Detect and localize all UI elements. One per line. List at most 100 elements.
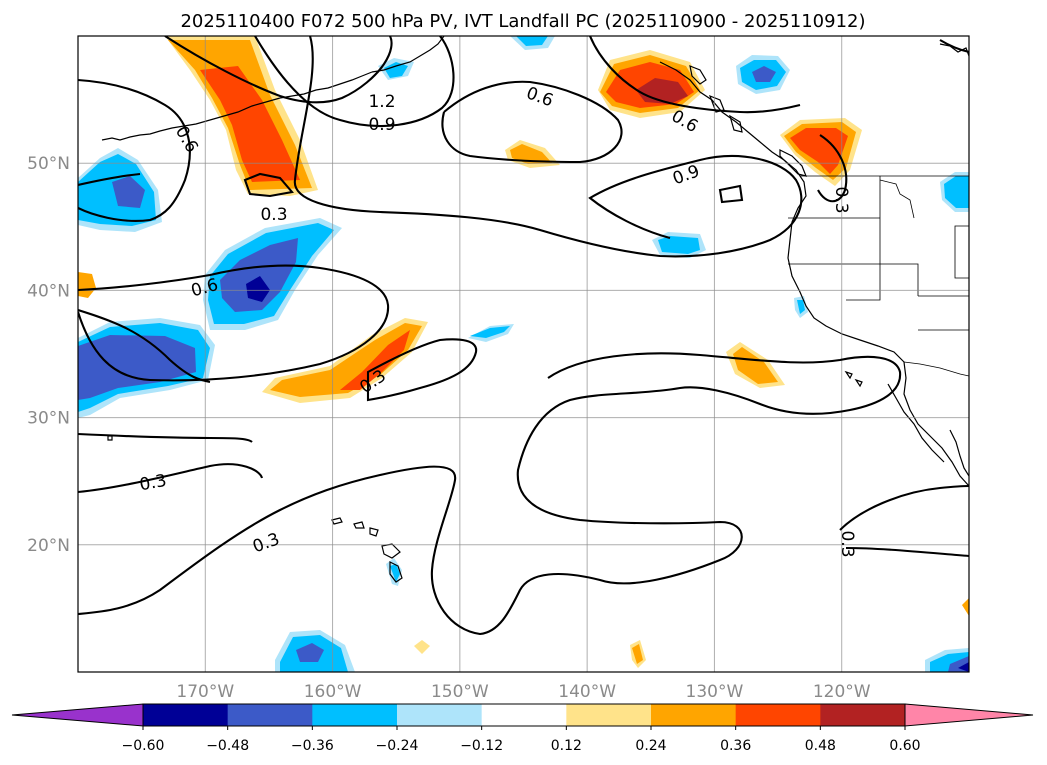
pv-negative-area [112, 176, 145, 208]
pv-negative-area [246, 276, 270, 302]
colorbar-tick-label: −0.12 [460, 738, 503, 754]
colorbar-tick-label: 0.60 [889, 738, 920, 754]
contour-line [78, 432, 253, 443]
pv-negative-area [296, 643, 324, 662]
colorbar-tick-label: 0.36 [720, 738, 751, 754]
colorbar-segment [566, 704, 652, 726]
colorbar-over-arrow [904, 703, 1034, 727]
contour-line [78, 308, 211, 384]
us-mexico-border [903, 361, 969, 377]
state-borders [788, 176, 969, 331]
colorbar-segment [312, 704, 398, 726]
longitude-tick-label: 170°W [176, 682, 234, 702]
contour-line [589, 36, 801, 114]
north-america-coastline [659, 61, 969, 487]
latitude-tick-label: 40°N [27, 281, 70, 301]
political-borders [788, 175, 969, 377]
pv-positive-area [632, 644, 643, 664]
pv-contours [78, 36, 969, 636]
contour-label: 0.3 [837, 530, 857, 557]
gulf-of-california-coast [949, 429, 969, 477]
pv-negative-area [390, 564, 400, 582]
colorbar-segment [481, 704, 567, 726]
pv-positive-area [340, 330, 410, 390]
vancouver-island [779, 149, 807, 177]
contour-line [164, 36, 393, 104]
pv-positive-area [733, 347, 778, 384]
alaska-peninsula [371, 36, 445, 73]
contour-line [78, 172, 141, 187]
contour-label: 1.2 [368, 92, 395, 112]
pv-positive-area [962, 598, 969, 616]
hawaiian-islands [331, 517, 403, 583]
map-panel: 1.2 0.9 0.6 0.6 0.9 0.6 0.3 0.3 0.3 0.3 … [77, 35, 970, 673]
colorbar-tick-label: 0.48 [805, 738, 836, 754]
contour-label: 0.3 [138, 471, 168, 495]
contour-line [78, 264, 390, 382]
pv-positive-area [790, 128, 848, 174]
contour-line [293, 36, 803, 258]
contour-label: 0.9 [368, 115, 395, 135]
pv-negative-area [944, 176, 969, 208]
longitude-tick-label: 160°W [304, 682, 362, 702]
aleutian-islands [101, 71, 373, 141]
colorbar-tick-label: 0.12 [551, 738, 582, 754]
contour-label: 0.3 [831, 186, 851, 213]
colorbar-tick-label: −0.24 [376, 738, 419, 754]
pv-positive-area [200, 66, 300, 182]
pv-negative-area [797, 300, 805, 314]
colorbar-tick-label: −0.60 [122, 738, 165, 754]
colorbar-segment [227, 704, 313, 726]
contour-line [243, 172, 294, 198]
pv-negative-area [78, 335, 196, 400]
pv-negative-area [658, 236, 700, 254]
pv-positive-area [78, 272, 96, 298]
contour-line [939, 39, 969, 54]
colorbar-segment [820, 704, 906, 726]
contour-line [254, 36, 455, 128]
longitude-tick-label: 150°W [431, 682, 489, 702]
colorbar-tick-label: −0.36 [291, 738, 334, 754]
colorbar-segment [397, 704, 483, 726]
longitude-labels: 170°W 160°W 150°W 140°W 130°W 120°W [176, 682, 870, 702]
pv-negative-area [752, 66, 776, 82]
latitude-tick-label: 20°N [27, 536, 70, 556]
contour-label: 0.3 [260, 205, 287, 225]
contour-line [839, 484, 969, 531]
map-frame [77, 35, 970, 673]
pv-negative-area [220, 238, 298, 312]
contour-line [78, 463, 264, 494]
longitude-tick-label: 120°W [813, 682, 871, 702]
gridlines [78, 36, 969, 672]
colorbar-segment [143, 704, 229, 726]
colorbar: −0.60 −0.48 −0.36 −0.24 −0.12 0.12 0.24 0.36 0.4… [11, 703, 1034, 754]
pv-negative-area [470, 326, 510, 338]
california-islands [844, 370, 863, 388]
contour-line [441, 80, 623, 164]
pv-positive-area [270, 323, 422, 397]
colorbar-segment [651, 704, 737, 726]
contour-line [78, 352, 902, 636]
longitude-tick-label: 130°W [686, 682, 744, 702]
contour-line [817, 134, 848, 203]
colorbar-tick-label: 0.24 [635, 738, 666, 754]
baja-coastline [887, 383, 945, 463]
contour-line [366, 338, 478, 402]
contour-line [718, 184, 744, 204]
contour-line [78, 78, 191, 222]
pv-negative-area [384, 62, 408, 78]
contour-line [845, 546, 969, 558]
coastlines [101, 36, 969, 583]
colorbar-tick-label: −0.48 [206, 738, 249, 754]
colorbar-segment [735, 704, 821, 726]
pv-negative-area [516, 36, 548, 46]
pv-positive-area [414, 640, 430, 654]
map-title: 2025110400 F072 500 hPa PV, IVT Landfall… [180, 11, 865, 32]
colorbar-frame [142, 703, 906, 727]
longitude-tick-label: 140°W [558, 682, 616, 702]
latitude-tick-label: 30°N [27, 409, 70, 429]
pv-negative-area [958, 662, 969, 672]
latitude-labels: 50°N 40°N 30°N 20°N [27, 154, 70, 556]
pv-positive-area [510, 144, 552, 164]
